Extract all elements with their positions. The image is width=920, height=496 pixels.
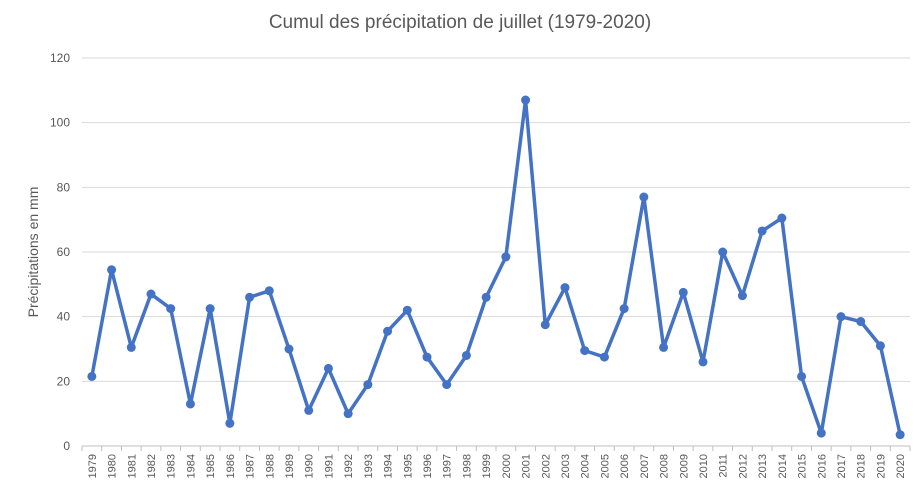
x-tick-label: 2011 xyxy=(718,454,730,478)
x-tick-label: 1987 xyxy=(245,454,257,478)
x-tick-label: 2009 xyxy=(678,454,690,478)
x-tick-label: 1999 xyxy=(481,454,493,478)
data-point xyxy=(580,346,590,356)
y-tick-label: 40 xyxy=(57,310,71,324)
x-tick-label: 2001 xyxy=(521,454,533,478)
data-point xyxy=(678,287,688,297)
y-tick-label: 120 xyxy=(50,51,70,65)
data-point xyxy=(383,326,393,336)
data-point xyxy=(225,418,235,428)
data-point xyxy=(599,352,609,362)
data-point xyxy=(284,344,294,354)
y-tick-label: 60 xyxy=(57,245,71,259)
data-point xyxy=(363,380,373,390)
data-point xyxy=(481,292,491,302)
x-tick-label: 1989 xyxy=(284,454,296,478)
series-layer xyxy=(87,95,905,440)
x-tick-label: 1991 xyxy=(323,454,335,478)
data-point xyxy=(146,289,156,299)
x-tick-label: 1983 xyxy=(166,454,178,478)
data-point xyxy=(422,352,432,362)
data-point xyxy=(560,283,570,293)
data-point xyxy=(521,95,531,105)
x-tick-label: 2003 xyxy=(560,454,572,478)
x-tick-label: 1990 xyxy=(304,454,316,478)
data-point xyxy=(816,428,826,438)
data-point xyxy=(619,304,629,314)
data-point xyxy=(304,405,314,415)
y-axis-label: Précipitations en mm xyxy=(25,187,41,318)
x-tick-label: 1982 xyxy=(146,454,158,478)
x-tick-label: 1984 xyxy=(185,454,197,478)
data-point xyxy=(757,226,767,236)
x-tick-label: 1985 xyxy=(205,454,217,478)
x-tick-label: 2006 xyxy=(619,454,631,478)
y-axis-ticks: 0 20 40 60 80 100 120 xyxy=(50,51,70,453)
data-point xyxy=(442,380,452,390)
x-tick-label: 1997 xyxy=(442,454,454,478)
data-point xyxy=(343,409,353,419)
x-tick-label: 2018 xyxy=(856,454,868,478)
data-point xyxy=(87,371,97,381)
x-tick-label: 2002 xyxy=(540,454,552,478)
data-point xyxy=(501,252,511,262)
data-point xyxy=(718,247,728,257)
data-point xyxy=(264,286,274,296)
y-tick-label: 0 xyxy=(63,439,70,453)
series-line xyxy=(90,98,902,437)
x-tick-label: 2020 xyxy=(895,454,907,478)
x-tick-label: 1981 xyxy=(126,454,138,478)
x-tick-label: 1986 xyxy=(225,454,237,478)
data-point xyxy=(205,304,215,314)
x-tick-label: 1994 xyxy=(383,454,395,478)
x-tick-label: 2000 xyxy=(501,454,513,478)
data-point xyxy=(875,341,885,351)
data-point xyxy=(166,304,176,314)
data-point xyxy=(856,317,866,327)
y-tick-label: 100 xyxy=(50,116,70,130)
x-tick-label: 2008 xyxy=(659,454,671,478)
x-tick-label: 2004 xyxy=(580,454,592,478)
x-tick-label: 1996 xyxy=(422,454,434,478)
data-point xyxy=(107,265,117,275)
data-point xyxy=(836,312,846,322)
x-tick-label: 1992 xyxy=(343,454,355,478)
x-axis-ticks: 1979 1980 1981 1982 1983 1984 1985 1986 1987 1988… xyxy=(81,446,911,478)
x-tick-label: 2010 xyxy=(698,454,710,478)
x-tick-label: 2012 xyxy=(737,454,749,478)
data-point xyxy=(245,292,255,302)
data-point xyxy=(402,305,412,315)
y-tick-label: 80 xyxy=(57,180,71,194)
x-tick-label: 2015 xyxy=(797,454,809,478)
x-tick-label: 2017 xyxy=(836,454,848,478)
x-tick-label: 1980 xyxy=(107,454,119,478)
y-tick-label: 20 xyxy=(57,374,71,388)
x-tick-label: 2013 xyxy=(757,454,769,478)
data-point xyxy=(659,342,669,352)
chart-title: Cumul des précipitation de juillet (1979… xyxy=(268,12,652,33)
x-tick-label: 1995 xyxy=(402,454,414,478)
data-point xyxy=(461,350,471,360)
data-point xyxy=(698,357,708,367)
data-point xyxy=(797,371,807,381)
data-point xyxy=(185,399,195,409)
data-point xyxy=(895,430,905,440)
x-tick-label: 2019 xyxy=(875,454,887,478)
data-point xyxy=(639,192,649,202)
data-point xyxy=(126,342,136,352)
x-tick-label: 2005 xyxy=(599,454,611,478)
x-tick-label: 1998 xyxy=(461,454,473,478)
x-tick-label: 1979 xyxy=(87,454,99,478)
data-point xyxy=(737,291,747,301)
x-tick-label: 1988 xyxy=(264,454,276,478)
data-point xyxy=(540,320,550,330)
data-point xyxy=(323,363,333,373)
x-tick-label: 2016 xyxy=(816,454,828,478)
data-point xyxy=(777,213,787,223)
x-tick-label: 2014 xyxy=(777,454,789,478)
x-tick-label: 1993 xyxy=(363,454,375,478)
x-tick-label: 2007 xyxy=(639,454,651,478)
